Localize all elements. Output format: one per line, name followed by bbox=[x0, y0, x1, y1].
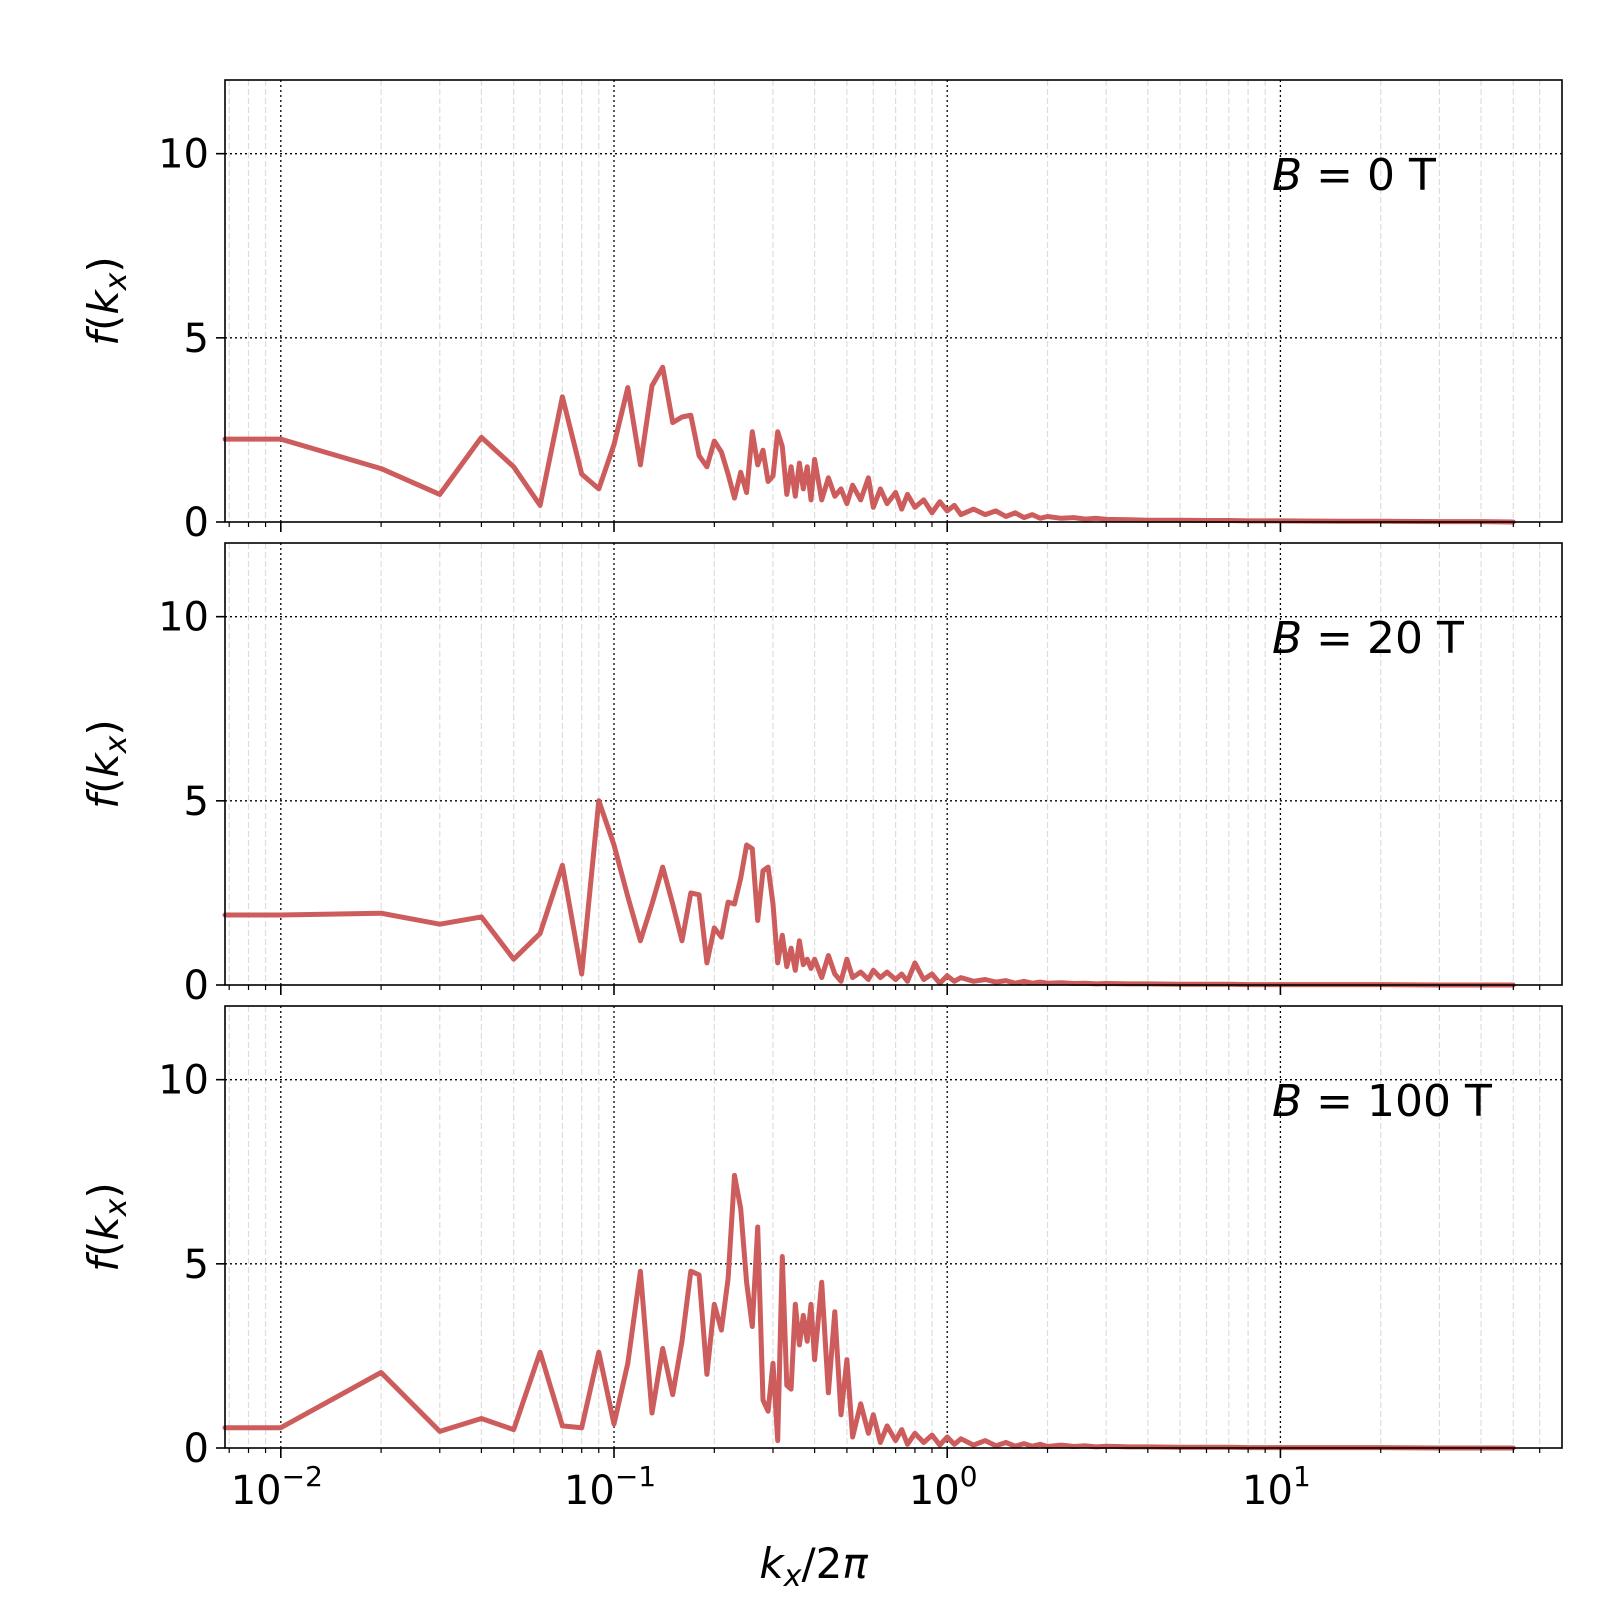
axes-frame bbox=[224, 1005, 1563, 1449]
y-tick-label: 5 bbox=[184, 779, 209, 825]
panel-2: 0 5 10 f(kx) B = 100 T 10−2 10−1 100 101 kx/2π bbox=[79, 1005, 1563, 1594]
x-tick-label: 10−1 bbox=[564, 1460, 656, 1514]
y-tick-label: 10 bbox=[158, 1058, 209, 1104]
series-line bbox=[222, 798, 1516, 988]
x-axis-label: kx/2π bbox=[759, 1539, 868, 1594]
y-tick-label: 0 bbox=[184, 1426, 209, 1472]
y-tick-label: 5 bbox=[184, 1242, 209, 1288]
x-tick-label: 100 bbox=[909, 1460, 978, 1514]
series-line bbox=[222, 364, 1516, 525]
y-tick-label: 5 bbox=[184, 316, 209, 362]
y-axis-label: f(kx) bbox=[79, 256, 134, 346]
panel-annotation: B = 20 T bbox=[1272, 613, 1464, 664]
panel-annotation: B = 0 T bbox=[1272, 150, 1436, 201]
y-tick-label: 0 bbox=[184, 963, 209, 1009]
y-tick-label: 0 bbox=[184, 500, 209, 546]
y-tick-label: 10 bbox=[158, 595, 209, 641]
panel-annotation: B = 100 T bbox=[1272, 1076, 1492, 1127]
series-line bbox=[222, 1172, 1516, 1451]
axes-frame bbox=[224, 79, 1563, 523]
x-tick-label: 10−2 bbox=[231, 1460, 323, 1514]
panel-1: 0 5 10 f(kx) B = 20 T bbox=[79, 542, 1563, 1009]
y-axis-label: f(kx) bbox=[79, 1182, 134, 1272]
x-tick-label: 101 bbox=[1242, 1460, 1311, 1514]
axes-frame bbox=[224, 542, 1563, 986]
panel-0: 0 5 10 f(kx) B = 0 T bbox=[79, 79, 1563, 546]
y-tick-label: 10 bbox=[158, 132, 209, 178]
y-axis-label: f(kx) bbox=[79, 719, 134, 809]
